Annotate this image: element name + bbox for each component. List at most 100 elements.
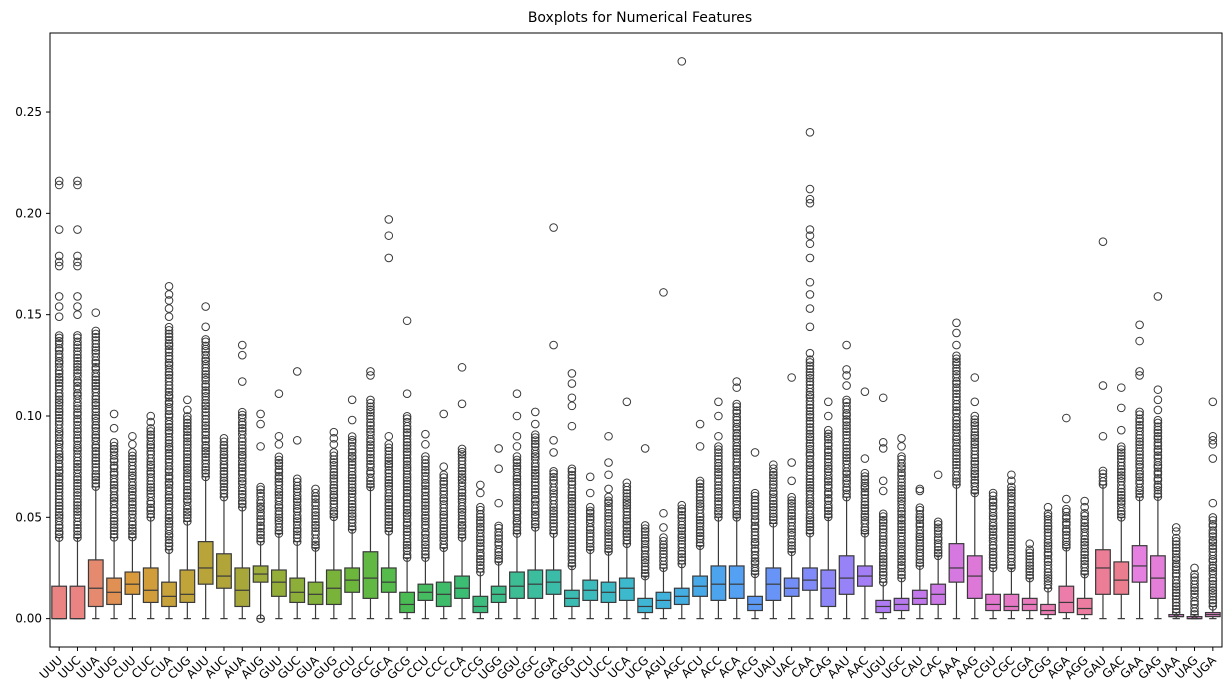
flier [183,405,192,415]
box-UUC [69,176,86,620]
flier [128,506,137,516]
box-iqr [1095,549,1111,595]
flier [988,557,998,567]
flier [732,461,742,470]
flier [256,491,265,501]
flier [54,481,64,491]
flier [1190,592,1199,602]
flier [1135,367,1144,376]
flier [274,480,284,490]
flier [1043,548,1053,557]
flier [1116,493,1126,503]
flier [311,523,320,533]
flier [476,538,485,548]
flier [73,475,82,484]
flier [1135,410,1144,419]
flier [1080,544,1089,553]
flier [695,541,705,550]
flier [164,341,174,351]
flier [366,459,375,469]
flier [970,457,980,466]
flier [54,369,64,378]
flier [1062,530,1071,540]
flier [787,511,796,521]
flier [347,467,357,476]
flier [952,412,961,422]
flier [73,331,82,340]
flier [457,444,467,454]
flier [256,485,265,494]
flier [952,383,961,392]
flier [1007,508,1016,518]
flier [769,477,778,486]
flier [695,505,705,514]
flier [54,511,64,520]
flier [73,446,82,455]
flier [183,433,192,443]
flier [329,490,339,500]
flier [988,563,998,573]
box-GUC [289,367,306,620]
flier [128,477,137,487]
flier [292,367,302,376]
flier [915,555,925,565]
flier [128,500,137,509]
flier [970,475,980,485]
flier [750,517,760,526]
flier [530,436,540,445]
flier [73,261,82,271]
fliers-UGC [897,433,906,583]
flier [54,381,64,391]
flier [164,332,174,342]
flier [878,438,888,447]
flier [1007,534,1016,543]
flier [512,519,522,528]
flier [274,497,284,506]
flier [677,513,687,523]
fliers-AGC [677,57,687,569]
flier [732,467,742,476]
flier [256,442,265,451]
flier [1171,527,1181,536]
flier [512,458,522,467]
flier [1007,540,1016,550]
flier [347,515,357,524]
flier [73,510,82,519]
flier [128,440,137,449]
fliers-ACA [732,377,742,522]
flier [347,502,357,512]
flier [54,472,64,481]
flier [567,519,577,528]
flier [457,478,467,488]
flier [54,517,64,526]
box-UUG [106,409,123,620]
flier [402,520,412,530]
flier [439,526,449,536]
flier [91,423,101,433]
flier [384,456,394,466]
flier [73,427,82,436]
flier [219,443,229,453]
flier [73,417,82,426]
flier [164,502,174,512]
flier [54,433,64,442]
flier [530,455,540,464]
flier [73,350,82,360]
flier [54,292,64,301]
flier [512,464,522,474]
flier [421,523,430,533]
flier [805,397,815,406]
flier [237,499,247,508]
flier [1171,559,1181,569]
flier [128,503,137,513]
flier [366,482,375,492]
flier [842,433,851,443]
flier [897,561,906,570]
flier [842,459,851,469]
flier [347,509,357,518]
flier [878,515,888,525]
flier [604,505,613,514]
flier [952,406,961,415]
flier [73,391,82,400]
flier [201,359,210,369]
